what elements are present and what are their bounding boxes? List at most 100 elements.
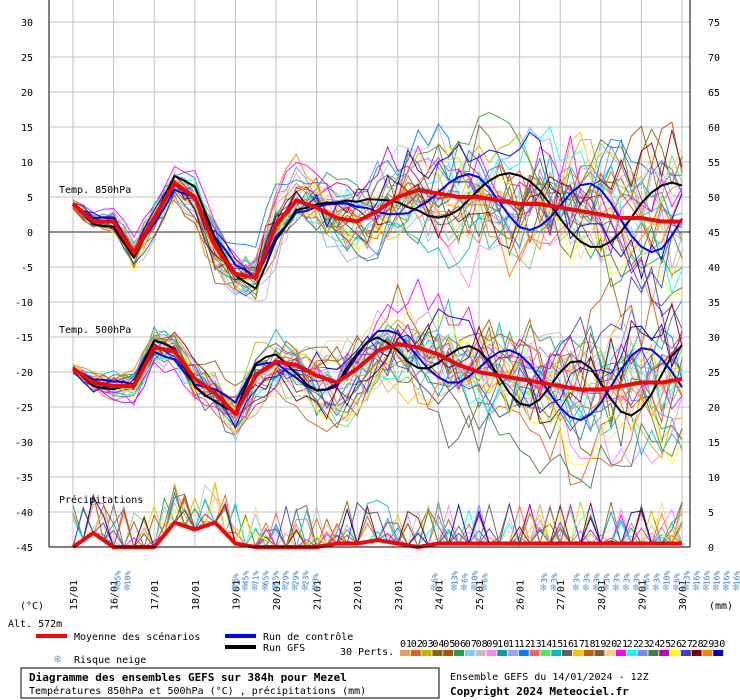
pert-swatch [605, 650, 616, 656]
left-axis-unit: (°C) [20, 601, 44, 612]
snowflake-icon: ❄ [261, 581, 268, 594]
snow-risk-label: 3% [311, 573, 320, 583]
snowflake-icon: ❄ [672, 581, 679, 594]
snow-risk-label: 3% [622, 573, 631, 583]
left-axis-ticks: 30 25 20 15 10 5 0 -5 -10 -15 -20 -25 -30 -35 -40 -45 [15, 18, 33, 554]
snow-risk-label: 16% [732, 571, 740, 586]
main-series [71, 172, 683, 549]
snow-risk-label: 3% [572, 573, 581, 583]
pert-number: 23 [638, 639, 650, 650]
left-tick-label: 5 [27, 193, 33, 204]
pert-swatch [659, 650, 670, 656]
pert-swatch [551, 650, 562, 656]
snowflake-icon: ❄ [251, 581, 258, 594]
right-tick-label: 10 [708, 473, 720, 484]
chart-title: Diagramme des ensembles GEFS sur 384h po… [29, 671, 347, 684]
pert-number: 26 [670, 639, 682, 650]
snow-risk-label: 10% [662, 571, 671, 586]
pert-swatch [454, 650, 464, 656]
altitude-label: Alt. 572m [8, 619, 62, 630]
x-tick-label: 28/01 [597, 580, 608, 610]
pert-number: 19 [594, 639, 606, 650]
snow-risk-label: 16% [722, 571, 731, 586]
snow-risk-label: 65% [261, 571, 270, 586]
pert-number: 25 [659, 639, 671, 650]
x-tick-label: 21/01 [313, 580, 324, 610]
x-tick-label: 15/01 [69, 580, 80, 610]
pert-number: 22 [627, 639, 639, 650]
left-tick-label: -20 [15, 368, 33, 379]
ensemble-members [72, 112, 683, 549]
copyright: Copyright 2024 Meteociel.fr [450, 685, 629, 698]
x-tick-label: 26/01 [516, 580, 527, 610]
left-tick-label: -30 [15, 438, 33, 449]
snow-risk-label: 29% [291, 571, 300, 586]
gfs-run-t850 [72, 172, 683, 290]
x-tick-label: 30/01 [678, 580, 689, 610]
snowflake-icon: ❄ [652, 581, 659, 594]
pert-number: 28 [692, 639, 704, 650]
snowflake-icon: ❄ [114, 581, 121, 594]
perturbation-legend: 0102030405060708091011121314151617181920… [400, 639, 725, 656]
pert-number: 10 [497, 639, 509, 650]
pert-swatch [475, 650, 486, 656]
snowflake-icon: ❄ [281, 581, 288, 594]
snow-risk-label: 6% [461, 573, 470, 583]
chart-grid [49, 0, 690, 548]
x-tick-label: 19/01 [231, 580, 242, 610]
snowflake-icon: ❄ [291, 581, 298, 594]
snowflake-icon: ❄ [592, 581, 599, 594]
snowflake-icon: ❄ [471, 581, 478, 594]
snowflake-icon: ❄ [271, 581, 278, 594]
right-tick-label: 45 [708, 228, 720, 239]
ensemble-member-line [72, 175, 683, 280]
right-tick-label: 30 [708, 333, 720, 344]
pert-swatch [464, 650, 475, 656]
snow-risk-row: ❄55%❄10%❄6%❄45%❄71%❄65%❄55%❄29%❄29%❄23%❄… [114, 571, 740, 594]
snowflake-icon: ❄ [124, 581, 131, 594]
ensemble-member-line [72, 148, 683, 292]
snow-risk-label: 45% [241, 571, 250, 586]
panel-label-precip: Précipitations [59, 494, 143, 506]
snow-risk-label: 3% [582, 573, 591, 583]
pert-swatch [486, 650, 497, 656]
pert-number: 17 [573, 639, 585, 650]
pert-swatch [648, 650, 659, 656]
snow-risk-label: 6% [672, 573, 681, 583]
snowflake-icon: ❄ [451, 581, 458, 594]
left-tick-label: 0 [27, 228, 33, 239]
title-box [20, 667, 440, 699]
snow-risk-label: 3% [612, 573, 621, 583]
snowflake-icon: ❄ [231, 581, 238, 594]
pert-swatch [400, 650, 410, 656]
pert-swatch [540, 650, 551, 656]
ensemble-member-line [72, 335, 683, 490]
run-info: Ensemble GEFS du 14/01/2024 - 12Z [450, 672, 649, 683]
ensemble-member-line [72, 153, 683, 291]
pert-number: 24 [648, 639, 660, 650]
snowflake-icon: ❄ [461, 581, 468, 594]
pert-number: 21 [616, 639, 628, 650]
snowflake-icon: ❄ [702, 581, 709, 594]
snow-risk-label: 3% [602, 573, 611, 583]
snow-risk-label: 3% [540, 573, 549, 583]
snow-risk-label: 55% [114, 571, 123, 586]
legend-mean-label: Moyenne des scénarios [74, 631, 200, 643]
snow-risk-label: 10% [124, 571, 133, 586]
chart-subtitle: Températures 850hPa et 500hPa (°C) , pré… [29, 685, 366, 697]
snow-risk-label: 6% [430, 573, 439, 583]
left-tick-label: 25 [21, 53, 33, 64]
left-tick-label: -15 [15, 333, 33, 344]
snowflake-icon: ❄ [602, 581, 609, 594]
snow-risk-label: 71% [251, 571, 260, 586]
right-tick-label: 55 [708, 158, 720, 169]
ensemble-member-line [72, 170, 683, 296]
ensemble-member-line [72, 339, 683, 467]
left-tick-label: -10 [15, 298, 33, 309]
pert-number: 02 [411, 639, 423, 650]
pert-number: 01 [400, 639, 412, 650]
pert-swatch [497, 650, 508, 656]
mean-t500 [71, 342, 683, 416]
pert-swatch [637, 650, 648, 656]
